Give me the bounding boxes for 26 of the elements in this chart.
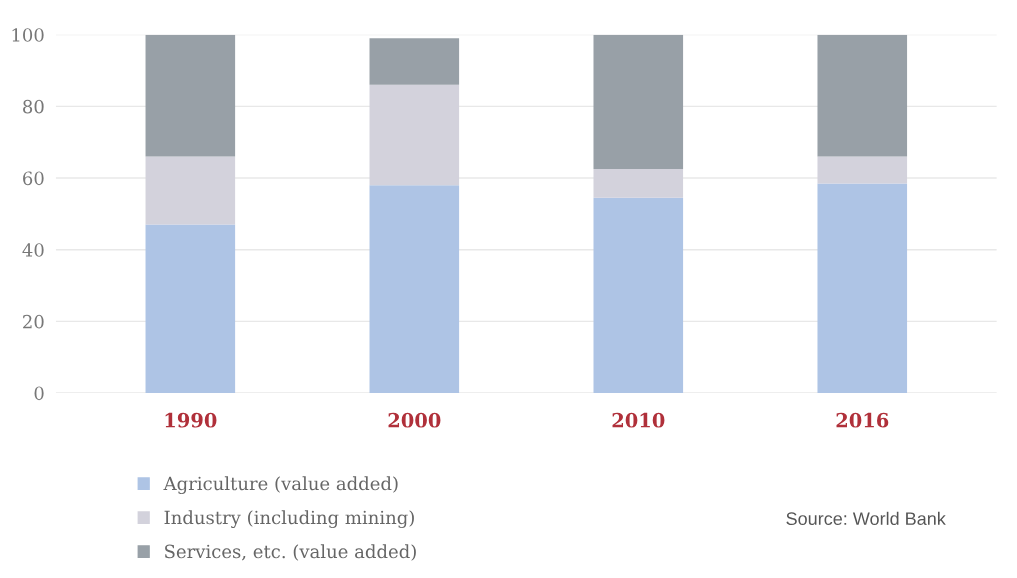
y-tick-label: 20 <box>23 314 44 329</box>
bar <box>817 34 908 157</box>
bar <box>593 197 684 394</box>
legend-label: Industry (including mining) <box>164 510 414 529</box>
source-note: Source: World Bank <box>786 511 946 526</box>
x-tick-label: 2016 <box>836 412 889 428</box>
bar <box>369 38 460 85</box>
bar <box>145 34 236 157</box>
bar <box>817 156 908 184</box>
bar <box>817 183 908 394</box>
y-tick-label: 40 <box>22 243 44 257</box>
x-tick-label: 1990 <box>165 412 217 428</box>
bar <box>593 169 684 198</box>
bar <box>593 34 684 170</box>
y-tick-label: 60 <box>23 171 44 186</box>
x-tick-label: 2010 <box>612 412 665 428</box>
legend-label: Services, etc. (value added) <box>165 544 416 561</box>
bar <box>369 84 460 186</box>
y-tick-label: 80 <box>23 99 44 114</box>
bar <box>369 185 460 394</box>
x-tick-label: 2000 <box>388 412 441 428</box>
y-tick-label: 100 <box>12 28 44 42</box>
bar <box>145 156 236 225</box>
y-tick-label: 0 <box>34 386 44 401</box>
legend-label: Agriculture (value added) <box>163 476 398 495</box>
bar <box>145 224 236 394</box>
